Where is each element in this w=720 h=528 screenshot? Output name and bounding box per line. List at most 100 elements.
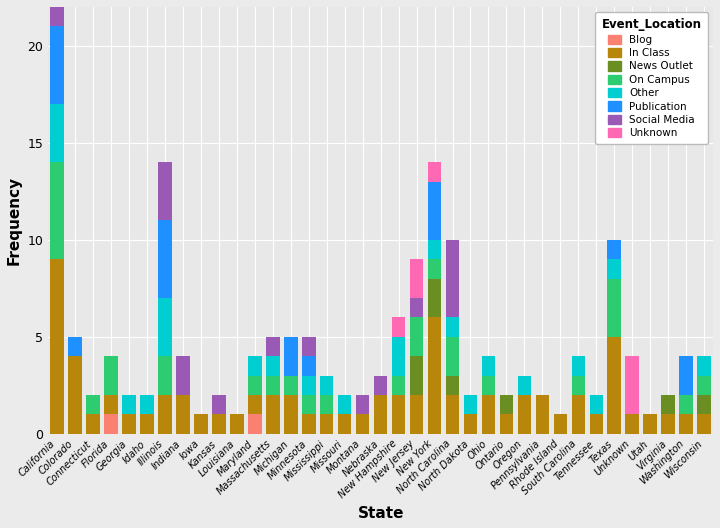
Bar	[320, 375, 333, 395]
Bar	[410, 317, 423, 356]
Bar	[266, 375, 279, 395]
Bar	[140, 395, 154, 414]
Bar	[572, 356, 585, 375]
Bar	[626, 414, 639, 434]
Bar	[230, 414, 243, 434]
Bar	[698, 375, 711, 395]
Bar	[356, 395, 369, 414]
Bar	[428, 279, 441, 317]
Bar	[104, 395, 118, 414]
Bar	[662, 395, 675, 414]
Bar	[302, 414, 315, 434]
Bar	[446, 337, 459, 375]
Bar	[428, 162, 441, 182]
Bar	[608, 337, 621, 434]
X-axis label: State: State	[357, 506, 404, 521]
Bar	[554, 414, 567, 434]
Bar	[482, 356, 495, 375]
Bar	[212, 395, 225, 414]
Bar	[446, 375, 459, 395]
Bar	[680, 356, 693, 395]
Bar	[392, 337, 405, 375]
Bar	[50, 104, 64, 162]
Bar	[248, 395, 261, 414]
Bar	[392, 395, 405, 434]
Bar	[356, 414, 369, 434]
Bar	[338, 414, 351, 434]
Bar	[248, 414, 261, 434]
Bar	[518, 395, 531, 434]
Bar	[392, 317, 405, 337]
Bar	[608, 240, 621, 259]
Bar	[284, 337, 297, 375]
Bar	[662, 414, 675, 434]
Bar	[320, 414, 333, 434]
Bar	[104, 414, 118, 434]
Bar	[482, 395, 495, 434]
Bar	[428, 317, 441, 434]
Bar	[392, 375, 405, 395]
Bar	[500, 395, 513, 414]
Bar	[302, 356, 315, 375]
Bar	[680, 395, 693, 414]
Bar	[698, 356, 711, 375]
Bar	[410, 395, 423, 434]
Bar	[698, 414, 711, 434]
Bar	[176, 356, 190, 395]
Bar	[50, 26, 64, 104]
Bar	[698, 395, 711, 414]
Bar	[428, 240, 441, 259]
Bar	[410, 356, 423, 395]
Legend: Blog, In Class, News Outlet, On Campus, Other, Publication, Social Media, Unknow: Blog, In Class, News Outlet, On Campus, …	[595, 12, 708, 145]
Bar	[302, 337, 315, 356]
Bar	[590, 395, 603, 414]
Bar	[320, 395, 333, 414]
Bar	[608, 259, 621, 279]
Bar	[122, 395, 136, 414]
Bar	[428, 259, 441, 279]
Bar	[518, 375, 531, 395]
Bar	[482, 375, 495, 395]
Bar	[194, 414, 207, 434]
Bar	[374, 395, 387, 434]
Bar	[446, 395, 459, 434]
Bar	[68, 337, 82, 356]
Bar	[446, 240, 459, 317]
Bar	[122, 414, 136, 434]
Bar	[338, 395, 351, 414]
Bar	[68, 356, 82, 434]
Bar	[284, 395, 297, 434]
Bar	[590, 414, 603, 434]
Bar	[500, 414, 513, 434]
Bar	[104, 356, 118, 395]
Y-axis label: Frequency: Frequency	[7, 176, 22, 265]
Bar	[608, 279, 621, 337]
Bar	[626, 356, 639, 414]
Bar	[158, 220, 172, 298]
Bar	[158, 395, 172, 434]
Bar	[158, 162, 172, 220]
Bar	[536, 395, 549, 434]
Bar	[374, 375, 387, 395]
Bar	[248, 375, 261, 395]
Bar	[572, 395, 585, 434]
Bar	[86, 395, 100, 414]
Bar	[266, 395, 279, 434]
Bar	[158, 356, 172, 395]
Bar	[212, 414, 225, 434]
Bar	[464, 414, 477, 434]
Bar	[302, 395, 315, 414]
Bar	[50, 0, 64, 26]
Bar	[248, 356, 261, 375]
Bar	[644, 414, 657, 434]
Bar	[266, 356, 279, 375]
Bar	[572, 375, 585, 395]
Bar	[50, 259, 64, 434]
Bar	[464, 395, 477, 414]
Bar	[410, 259, 423, 298]
Bar	[140, 414, 154, 434]
Bar	[176, 395, 190, 434]
Bar	[446, 317, 459, 337]
Bar	[284, 375, 297, 395]
Bar	[266, 337, 279, 356]
